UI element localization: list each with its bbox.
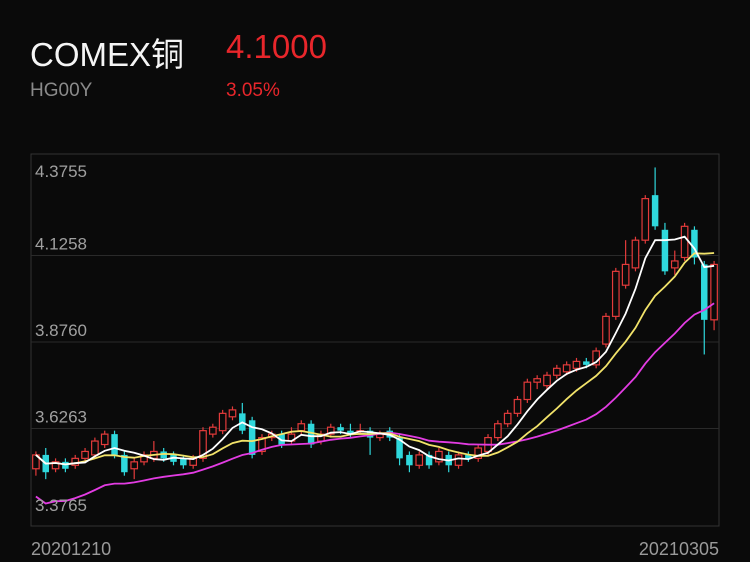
candle-body — [307, 423, 315, 445]
y-tick-label: 3.3765 — [35, 496, 87, 515]
kline-chart[interactable]: 4.3755 4.1258 3.8760 3.6263 3.3765 20201210 … — [0, 150, 750, 562]
candle-body — [701, 264, 708, 320]
candle-body — [326, 426, 335, 435]
candle-body — [513, 398, 522, 414]
quote-header: COMEX铜 4.1000 HG00Y 3.05% — [30, 28, 730, 118]
candle-body — [51, 461, 60, 470]
candle-body — [562, 364, 571, 373]
candle-body — [543, 374, 551, 387]
candle-body — [415, 454, 424, 466]
ma-line-magenta — [35, 302, 715, 505]
instrument-code: HG00Y — [30, 80, 93, 101]
candle-body — [100, 433, 109, 446]
y-tick-label: 3.8760 — [35, 321, 87, 340]
instrument-name: COMEX铜 — [30, 36, 185, 73]
candle-body — [651, 195, 659, 227]
candle-body — [396, 437, 403, 459]
candle-body — [248, 420, 256, 455]
candle-body — [130, 461, 139, 470]
candle-body — [503, 412, 512, 425]
candle-body — [199, 430, 207, 459]
x-end-label: 20210305 — [639, 539, 719, 559]
candle-body — [347, 430, 354, 435]
candle-body — [670, 260, 679, 269]
candle-body — [425, 454, 433, 466]
candle-body — [297, 423, 306, 432]
candle-body — [91, 440, 99, 456]
candle-body — [691, 229, 698, 258]
change-percent: 3.05% — [226, 80, 280, 101]
candle-body — [494, 423, 502, 439]
candle-body — [228, 409, 237, 418]
candle-body — [621, 263, 630, 286]
candle-body — [641, 198, 650, 241]
candle-body — [533, 378, 542, 383]
y-tick-label: 4.1258 — [35, 234, 87, 253]
candle-body — [631, 239, 640, 269]
candle-body — [710, 263, 718, 321]
candle-body — [160, 451, 167, 459]
y-axis-labels: 4.3755 4.1258 3.8760 3.6263 3.3765 — [35, 162, 87, 515]
candle-body — [572, 360, 581, 369]
last-price: 4.1000 — [226, 28, 327, 65]
chart-frame — [30, 153, 720, 527]
candle-body — [121, 454, 128, 473]
candle-body — [474, 447, 483, 459]
candle-body — [661, 229, 669, 272]
candle-body — [454, 454, 463, 466]
candle-body — [611, 270, 620, 317]
moving-averages-layer — [35, 235, 715, 505]
candle-body — [523, 381, 532, 401]
candle-body — [583, 361, 590, 365]
candle-body — [552, 367, 561, 376]
candle-body — [81, 450, 89, 459]
candle-body — [258, 436, 266, 453]
candle-body — [435, 450, 443, 463]
y-tick-label: 3.6263 — [35, 407, 87, 426]
candle-body — [602, 315, 610, 345]
candle-body — [337, 427, 344, 431]
candle-body — [218, 412, 227, 432]
y-tick-label: 4.3755 — [35, 162, 87, 181]
x-start-label: 20201210 — [31, 539, 111, 559]
candle-body — [180, 458, 187, 466]
candle-body — [111, 434, 118, 455]
ma-line-white — [35, 235, 715, 466]
candle-body — [680, 225, 689, 259]
candle-body — [208, 426, 217, 435]
candle-body — [406, 454, 413, 466]
candle-body — [465, 454, 472, 459]
